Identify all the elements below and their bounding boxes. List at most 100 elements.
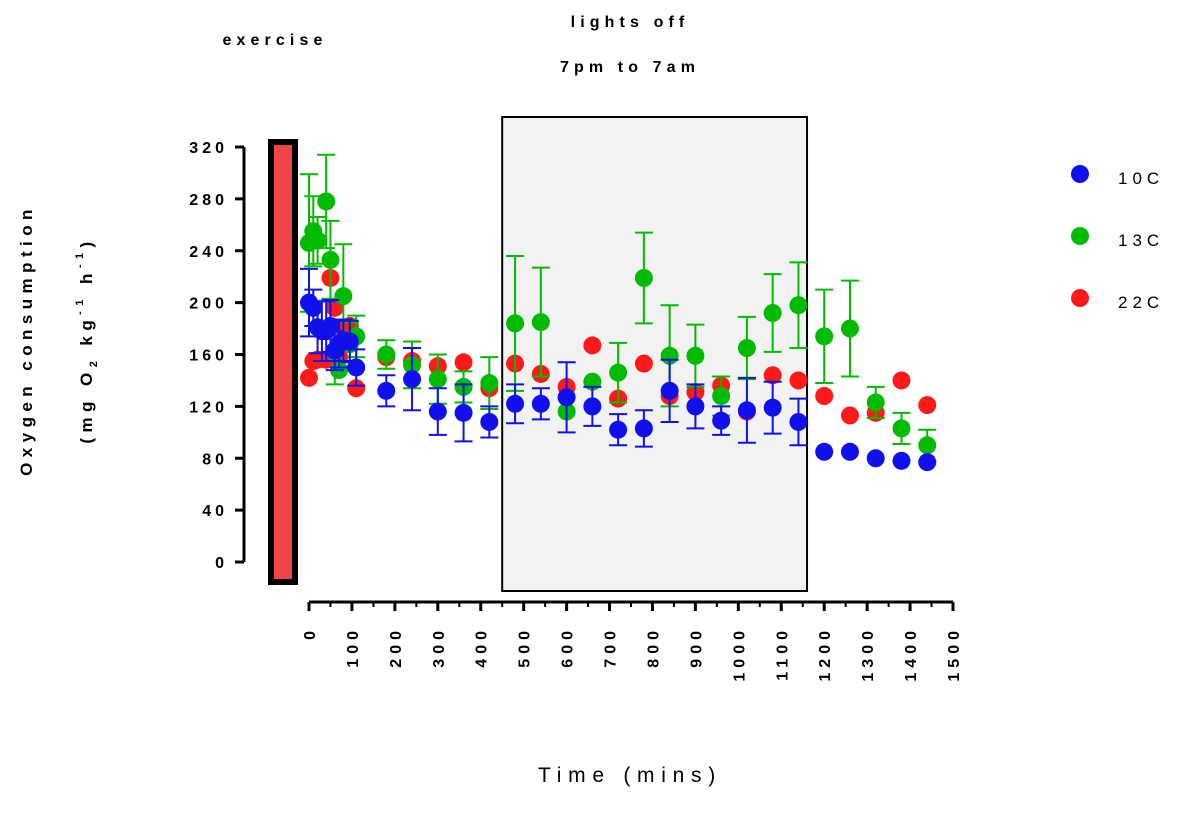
plot-area: 0 40 80 120 160 200 240 280 320 0 100 200 300 400 500 6…: [189, 116, 963, 682]
x-tick-label: 700: [603, 626, 620, 668]
x-tick-label: 1100: [774, 626, 791, 681]
lights-off-label: lights off: [571, 14, 690, 31]
y-axis-title-part-b: kg: [77, 315, 96, 356]
y-axis-title-sup1: -1: [74, 294, 86, 315]
data-point: [737, 401, 756, 420]
y-tick-label: 320: [189, 140, 228, 157]
x-tick-label: 800: [645, 626, 662, 668]
data-point: [317, 192, 336, 211]
legend-label: 22C: [1118, 293, 1164, 312]
data-point: [506, 394, 525, 413]
data-point: [347, 358, 366, 377]
x-tick-label: 1400: [903, 626, 920, 682]
x-tick-label: 500: [517, 626, 534, 668]
data-point: [321, 250, 340, 269]
data-point: [866, 393, 885, 412]
x-tick-label: 300: [431, 626, 448, 668]
data-point: [480, 412, 499, 431]
exercise-label: exercise: [222, 32, 327, 49]
series-10C: [300, 267, 937, 472]
data-point: [815, 442, 834, 461]
y-axis-title-sub: 2: [88, 356, 100, 368]
data-point: [840, 406, 859, 425]
y-tick-label: 80: [202, 451, 228, 468]
data-point: [609, 420, 628, 439]
y-axis-title-part-a: (mg O: [77, 367, 96, 443]
data-point: [840, 442, 859, 461]
lights-off-region: [501, 116, 809, 592]
y-axis-title-line2: (mg O2 kg-1 h-1): [74, 236, 100, 443]
data-point: [609, 363, 628, 382]
data-point: [634, 268, 653, 287]
y-tick-label: 160: [189, 348, 228, 365]
x-tick-label: 200: [388, 626, 405, 668]
data-point: [763, 366, 782, 385]
data-point: [531, 313, 550, 332]
data-point: [918, 453, 937, 472]
y-tick-label: 240: [189, 244, 228, 261]
exercise-bar: [268, 139, 298, 585]
data-point: [428, 402, 447, 421]
y-tick-label: 40: [202, 503, 228, 520]
y-axis-title-line1: Oxygen consumption: [17, 204, 36, 476]
x-tick-label: 1200: [817, 626, 834, 682]
y-tick-label: 200: [189, 296, 228, 313]
x-tick-label: 900: [688, 626, 705, 668]
y-tick-label: 280: [189, 192, 228, 209]
data-point: [583, 336, 602, 355]
data-point: [815, 327, 834, 346]
x-tick-label: 600: [560, 626, 577, 668]
data-point: [531, 394, 550, 413]
data-point: [377, 345, 396, 364]
y-axis-title-sup2: -1: [74, 248, 86, 269]
data-point: [321, 316, 340, 335]
data-point: [712, 411, 731, 430]
data-point: [660, 381, 679, 400]
x-tick-label: 0: [302, 626, 319, 640]
data-point: [712, 387, 731, 405]
data-point: [789, 371, 808, 390]
x-tick-label: 1500: [946, 626, 963, 682]
legend-item-10C: 10C: [1071, 165, 1164, 188]
data-point: [686, 346, 705, 365]
legend-item-22C: 22C: [1071, 289, 1164, 312]
data-point: [634, 419, 653, 438]
y-axis-title: Oxygen consumption (mg O2 kg-1 h-1): [17, 204, 100, 476]
data-point: [918, 396, 937, 415]
data-point: [892, 371, 911, 390]
data-point: [454, 403, 473, 422]
data-point: [789, 412, 808, 431]
data-point: [892, 451, 911, 470]
data-point: [737, 339, 756, 358]
data-point: [634, 354, 653, 373]
data-point: [866, 449, 885, 468]
data-point: [763, 398, 782, 417]
data-point: [300, 368, 318, 387]
legend-label: 13C: [1118, 231, 1164, 250]
y-axis-title-part-c: h: [77, 268, 96, 294]
data-point: [789, 296, 808, 315]
x-tick-label: 1000: [731, 626, 748, 682]
y-axis-title-part-d: ): [77, 236, 96, 247]
lights-hours-label: 7pm to 7am: [560, 59, 700, 76]
data-point: [340, 332, 359, 351]
data-point: [304, 298, 323, 317]
data-point: [815, 387, 834, 405]
y-tick-label: 120: [189, 399, 228, 416]
data-point: [763, 304, 782, 322]
legend-marker: [1071, 227, 1089, 245]
data-point: [347, 379, 366, 398]
data-point: [377, 381, 396, 400]
x-tick-label: 400: [474, 626, 491, 668]
data-point: [557, 388, 576, 407]
legend-marker: [1071, 289, 1089, 307]
legend: 10C 13C 22C: [1071, 165, 1164, 312]
x-tick-label: 1300: [860, 626, 877, 682]
y-tick-label: 0: [215, 555, 228, 572]
legend-label: 10C: [1118, 169, 1164, 188]
data-point: [428, 370, 447, 389]
data-point: [334, 287, 353, 306]
data-point: [506, 314, 525, 333]
data-point: [480, 374, 499, 393]
data-point: [454, 353, 473, 372]
